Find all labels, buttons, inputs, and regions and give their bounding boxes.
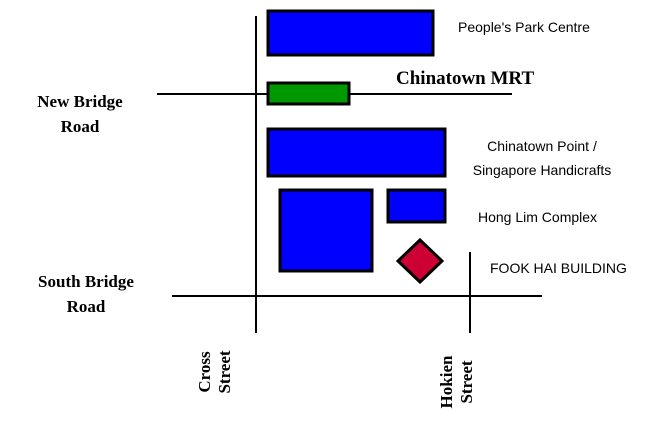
cross-street-label-line1: Cross <box>195 351 214 393</box>
south-bridge-road-label-line1: South Bridge <box>38 272 134 291</box>
chinatown-point-block <box>266 127 447 178</box>
cross-street-label-line2: Street <box>215 350 234 393</box>
peoples-park-centre-block <box>266 9 435 57</box>
peoples-park-centre-label: People's Park Centre <box>458 19 590 35</box>
diamond-marker-icon <box>395 237 445 285</box>
hong-lim-complex-label: Hong Lim Complex <box>478 209 597 225</box>
new-bridge-road-label-line1: New Bridge <box>37 92 123 111</box>
hokien-street-label-line1: Hokien <box>437 355 456 408</box>
chinatown-point-label-line1: Chinatown Point / <box>487 138 597 154</box>
chinatown-point-label-line2: Singapore Handicrafts <box>473 162 612 178</box>
south-bridge-road-label-line2: Road <box>67 297 106 316</box>
chinatown-mrt-label: Chinatown MRT <box>396 68 534 89</box>
chinatown-mrt-block <box>266 81 351 106</box>
hong-lim-complex-east-block <box>386 188 447 224</box>
hokien-street-label-line2: Street <box>457 360 476 403</box>
fook-hai-building-label: FOOK HAI BUILDING <box>490 260 627 276</box>
hong-lim-complex-west-block <box>278 188 374 273</box>
new-bridge-road-label-line2: Road <box>61 117 100 136</box>
